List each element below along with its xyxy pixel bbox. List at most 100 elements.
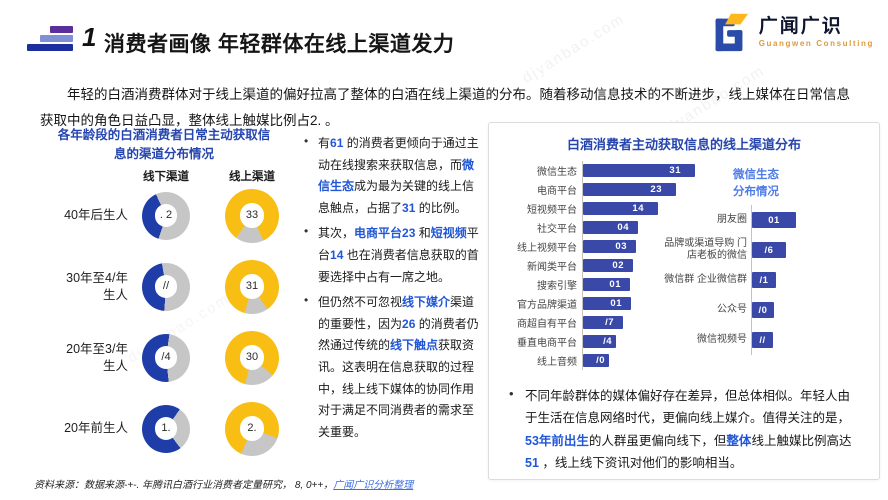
- bar-label: 官方品牌渠道: [517, 300, 577, 311]
- offline-donut: 1.: [142, 404, 190, 453]
- bullet-item: • 但仍然不可忽视线下媒介渠道的重要性，因为26 的消费者仍然通过传统的线下触点…: [304, 292, 482, 443]
- bar-value: /7: [605, 317, 614, 328]
- bullet-text: 其次，电商平台23 和短视频平台14 也在消费者信息获取的首要选择中占有一席之地…: [318, 226, 479, 284]
- bar: 02: [583, 259, 633, 272]
- intro-paragraph: 年轻的白酒消费群体对于线上渠道的偏好拉高了整体的白酒在线上渠道的分布。随着移动信…: [40, 87, 850, 129]
- watermark: djyanbao.com: [519, 10, 628, 87]
- bar: /6: [752, 242, 786, 258]
- offline-donut: . 2: [142, 191, 190, 240]
- bar-label: 搜索引擎: [537, 281, 577, 292]
- bar-label: 垂直电商平台: [517, 338, 577, 349]
- bar: 23: [583, 183, 676, 196]
- bar-value: 01: [768, 214, 780, 226]
- bar-track: 31: [582, 161, 717, 180]
- online-donut: 30: [225, 330, 279, 385]
- bar-label: 微信群 企业微信群: [664, 273, 747, 285]
- bar-value: 01: [610, 298, 622, 309]
- offline-donut: /4: [142, 333, 190, 382]
- bar: /7: [583, 316, 623, 329]
- bar-label: 商超自有平台: [517, 319, 577, 330]
- bar-row: 垂直电商平台/4: [501, 332, 717, 351]
- bullet-text: 不同年龄群体的媒体偏好存在差异，但总体相似。年轻人由于生活在信息网络时代，更偏向…: [525, 389, 852, 470]
- bar-track: /0: [582, 351, 717, 370]
- bar-value: //: [759, 334, 766, 346]
- wechat-subchart-title: 微信生态 分布情况: [733, 169, 779, 199]
- donut-value: //: [154, 275, 178, 298]
- donut-value: 1.: [154, 417, 178, 440]
- footer: 资料来源：数据来源-+-. 年腾讯白酒行业消费者定量研究， 8, 0++，广闻广…: [34, 476, 413, 491]
- bar: 01: [583, 297, 631, 310]
- donut-value: 31: [239, 274, 265, 299]
- bar-track: 23: [582, 180, 717, 199]
- bar-label: 线上音频: [537, 357, 577, 368]
- bar-track: /4: [582, 332, 717, 351]
- right-panel-title: 白酒消费者主动获取信息的线上渠道分布: [566, 137, 801, 152]
- donut-value: 2.: [239, 416, 265, 441]
- bar-value: /0: [758, 304, 768, 316]
- bar-row: 微信群 企业微信群/1: [635, 265, 845, 295]
- bar-row: 官方品牌渠道 01: [501, 294, 717, 313]
- bar-label: 电商平台: [537, 186, 577, 197]
- donut-row: 30年至4/年 生人 // 31: [28, 251, 300, 322]
- bar-track: 01: [751, 205, 796, 235]
- source-link[interactable]: 广闻广识分析整理: [333, 480, 414, 491]
- bar-row: 电商平台 23: [501, 180, 717, 199]
- bar: /1: [752, 272, 776, 288]
- bar-value: 14: [632, 203, 644, 214]
- bar-track: 02: [582, 256, 717, 275]
- page-title: 消费者画像 年轻群体在线上渠道发力: [104, 33, 455, 56]
- donut-value: 30: [239, 345, 265, 370]
- column-header-offline: 线下渠道: [143, 171, 189, 183]
- bar-value: 31: [669, 165, 681, 176]
- bar-row: 公众号/0: [635, 295, 845, 325]
- bar-label: 微信生态: [537, 167, 577, 178]
- bar: //: [752, 332, 773, 348]
- logo-g-icon: [715, 13, 748, 52]
- donut-rows: 40年后生人. 2 33 30年至4/年 生人//31 20年至3/年 生人/4 30 2…: [28, 180, 300, 464]
- bullet-marker: •: [304, 293, 309, 308]
- column-header-online: 线上渠道: [229, 171, 275, 183]
- bar-label: 朋友圈: [717, 213, 747, 225]
- bullet-marker: •: [304, 134, 309, 148]
- bar-row: 新闻类平台 02: [501, 256, 717, 275]
- donut-row: 20年至3/年 生人/4 30: [28, 322, 300, 393]
- bar-label: 短视频平台: [527, 205, 577, 216]
- logo-name: 广闻广识: [758, 15, 843, 37]
- bar: /0: [752, 302, 774, 318]
- bar-track: /6: [751, 235, 786, 265]
- bar-track: 14: [582, 199, 717, 218]
- bar: 14: [583, 202, 658, 215]
- right-panel-card: 白酒消费者主动获取信息的线上渠道分布 微信生态 31 电商平台 23 短视频平台 14 社交…: [488, 122, 880, 480]
- bar-track: /0: [751, 295, 774, 325]
- bar-row: 商超自有平台/7: [501, 313, 717, 332]
- donut-row: 20年前生人 1. 2.: [28, 393, 300, 464]
- left-chart-title: 各年龄段的白酒消费者日常主动获取信 息的渠道分布情况: [57, 128, 271, 161]
- wechat-bar-chart: 朋友圈 01 品牌或渠道导购 门 店老板的微信/6 微信群 企业微信群/1 公众号/0 微…: [635, 205, 845, 355]
- bullet-text: 有61 的消费者更倾向于通过主动在线搜索来获取信息，而微信生态成为最为关键的线上…: [318, 136, 479, 215]
- bar-value: /1: [759, 274, 769, 286]
- insight-bullet-list: • 有61 的消费者更倾向于通过主动在线搜索来获取信息，而微信生态成为最为关键的…: [304, 133, 482, 447]
- donut-row: 40年后生人 . 2 33: [28, 180, 300, 251]
- page-number: 1: [82, 22, 97, 52]
- bar-label: 微信视频号: [697, 333, 747, 345]
- donut-value: 33: [239, 203, 265, 228]
- title-bars-icon: [27, 26, 73, 51]
- bar-track: //: [751, 325, 773, 355]
- bar-value: /6: [764, 244, 774, 256]
- bar-track: 03: [582, 237, 717, 256]
- bullet-marker: •: [304, 224, 309, 239]
- bar-label: 品牌或渠道导购 门 店老板的微信: [664, 237, 747, 262]
- bar-value: 02: [612, 260, 624, 271]
- bar: 01: [752, 212, 796, 228]
- age-group-label: 20年前生人: [64, 421, 128, 436]
- age-donut-section: 各年龄段的白酒消费者日常主动获取信 息的渠道分布情况 线下渠道 线上渠道 40年…: [28, 126, 300, 474]
- bar-row: 短视频平台 14: [501, 199, 717, 218]
- bullet-item: • 有61 的消费者更倾向于通过主动在线搜索来获取信息，而微信生态成为最为关键的…: [304, 133, 482, 219]
- bullet-marker: •: [509, 386, 514, 401]
- bullet-item: • 不同年龄群体的媒体偏好存在差异，但总体相似。年轻人由于生活在信息网络时代，更…: [509, 385, 861, 474]
- bar-value: 04: [617, 222, 629, 233]
- donut-value: . 2: [154, 204, 178, 227]
- bar-track: /7: [582, 313, 717, 332]
- age-group-label: 20年至3/年 生人: [66, 342, 128, 373]
